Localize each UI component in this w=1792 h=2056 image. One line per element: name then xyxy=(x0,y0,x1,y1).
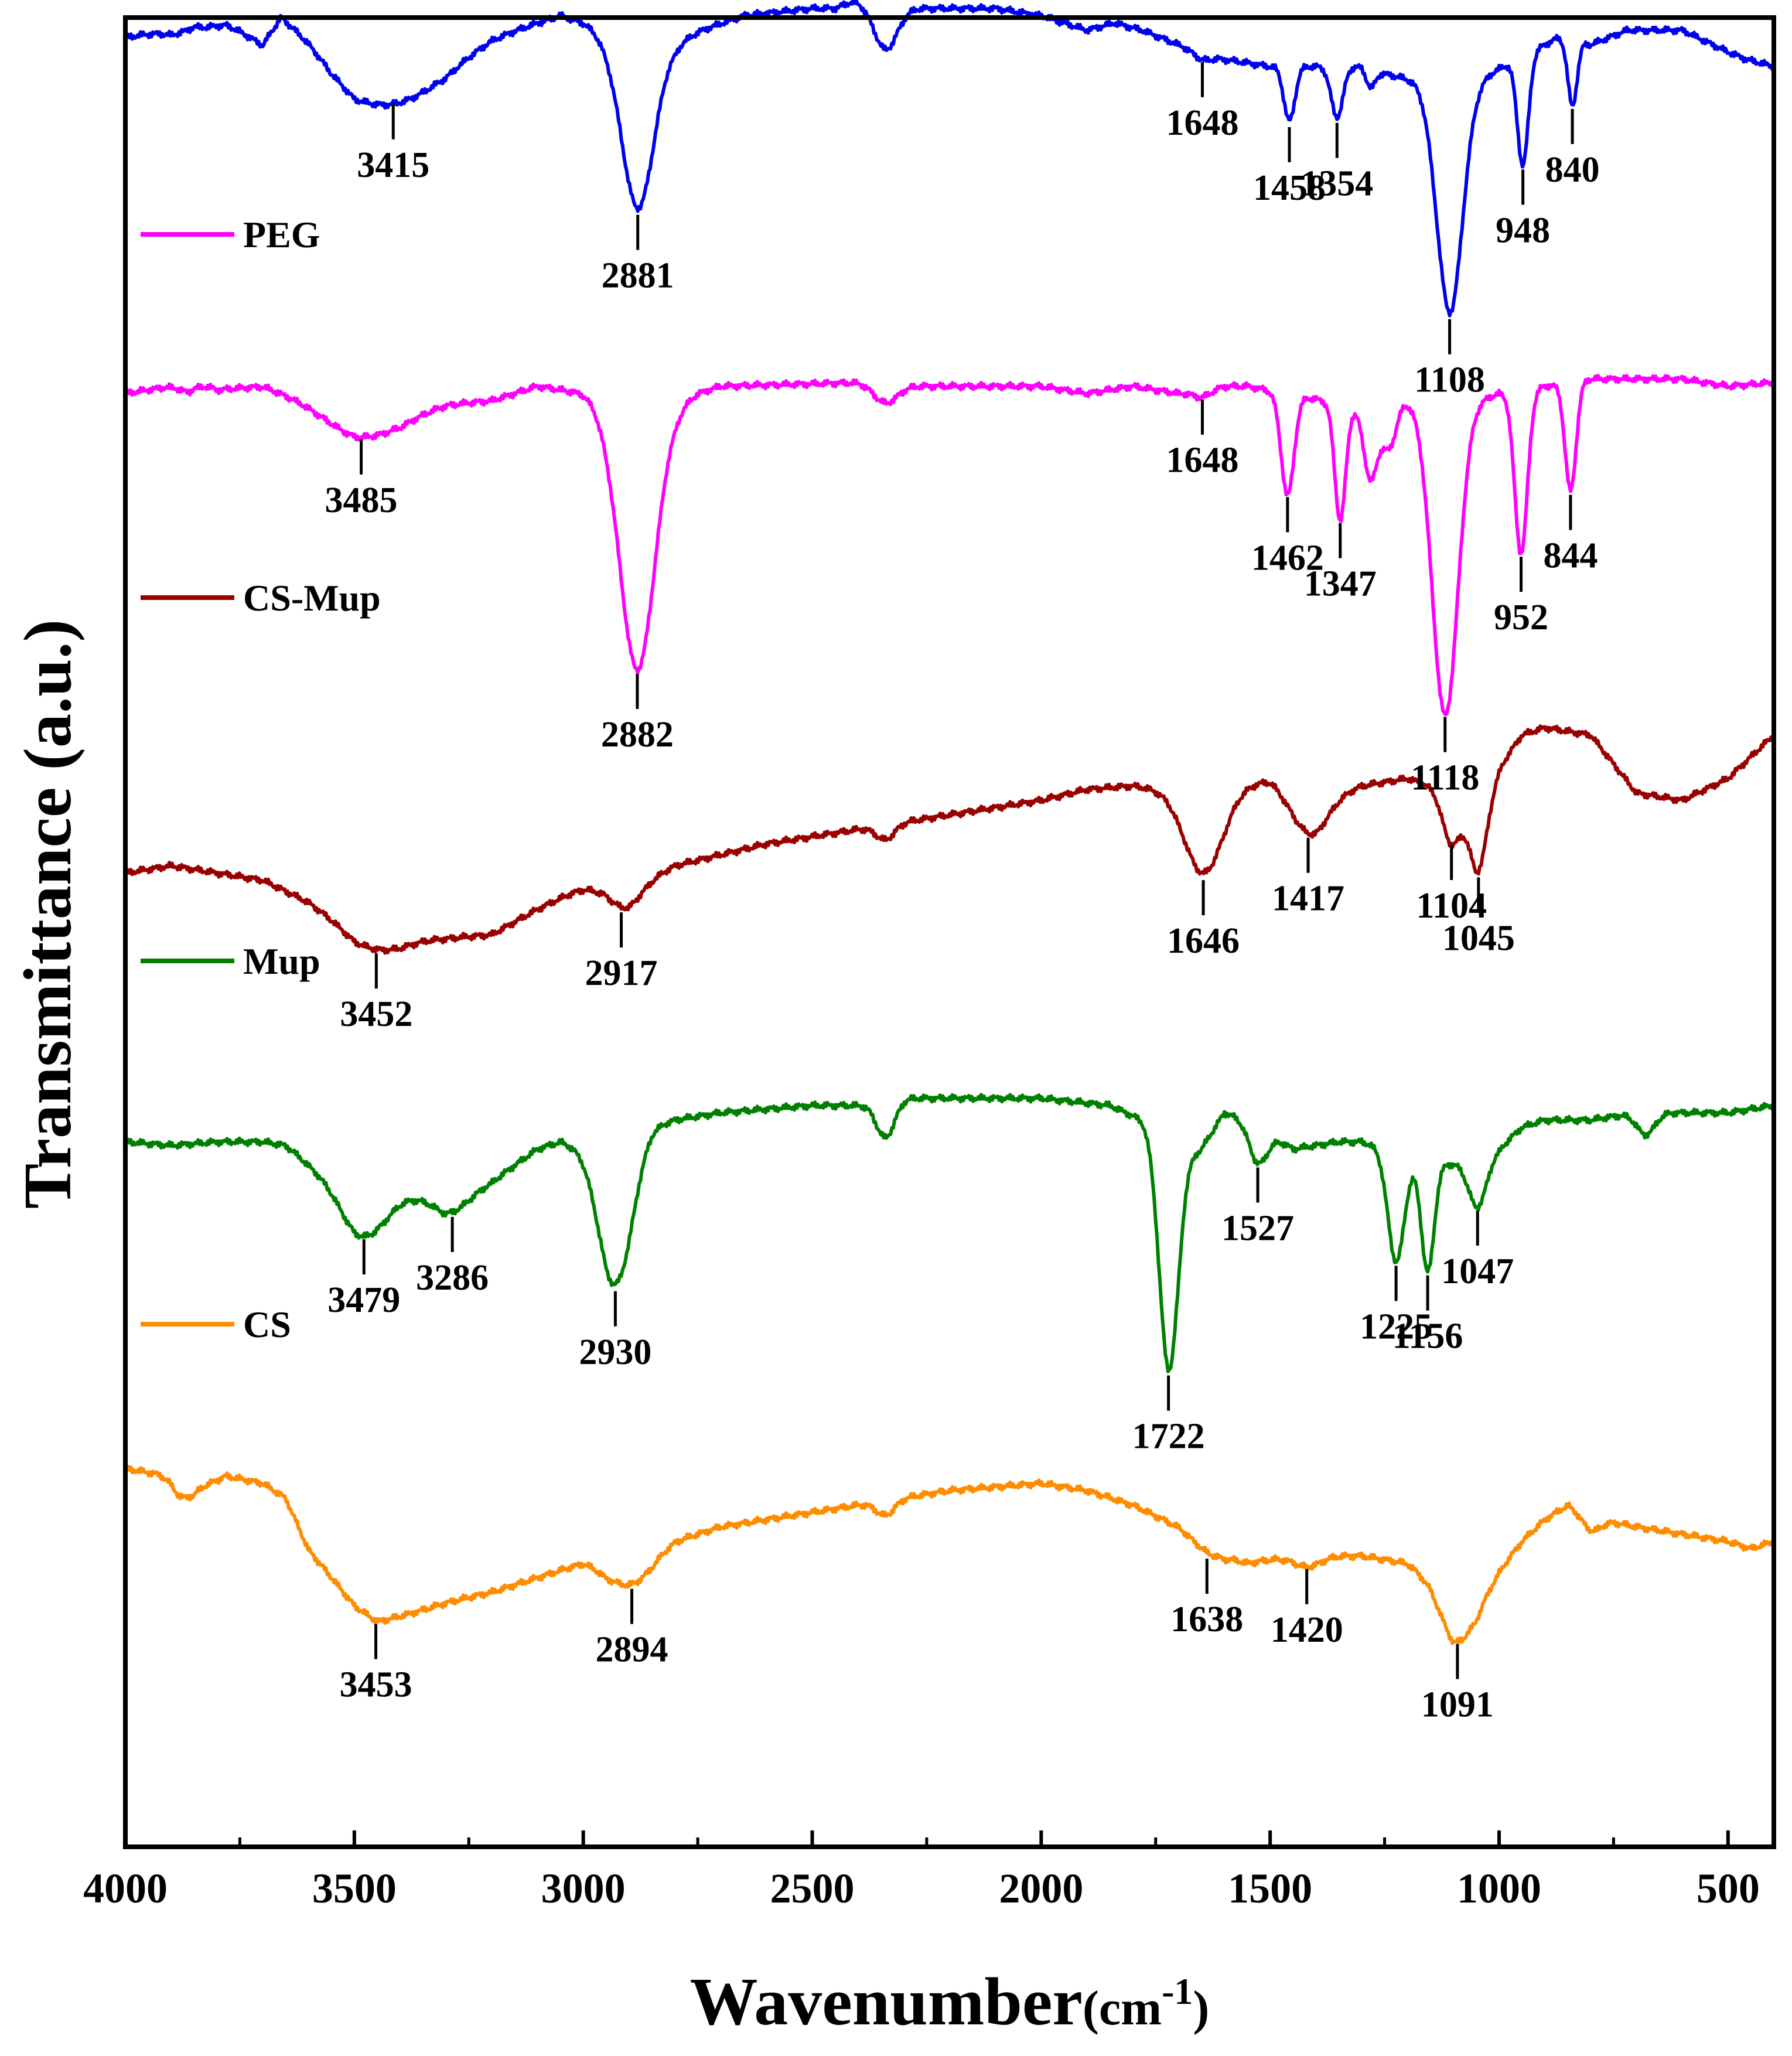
peak-label-cs-peg-mup-840: 840 xyxy=(1545,150,1600,190)
peak-label-mup-1047: 1047 xyxy=(1441,1252,1514,1291)
x-axis-title: Wavenumber(cm-1) xyxy=(690,1965,1210,2040)
peak-label-cs-1638: 1638 xyxy=(1170,1600,1243,1639)
axes xyxy=(123,15,1776,1849)
peak-label-peg-1648: 1648 xyxy=(1166,441,1238,480)
peak-label-mup-3479: 3479 xyxy=(327,1280,400,1320)
peak-label-cs-2894: 2894 xyxy=(596,1630,668,1670)
peak-label-peg-3485: 3485 xyxy=(325,480,398,520)
y-axis-title: Transmittance (a.u.) xyxy=(11,619,86,1209)
spectrum-line-cs xyxy=(124,1464,1776,1645)
peak-label-peg-844: 844 xyxy=(1543,536,1598,575)
peak-label-peg-1118: 1118 xyxy=(1411,758,1479,798)
x-tick-label-500: 500 xyxy=(1697,1865,1760,1912)
x-axis-unit-suffix: ) xyxy=(1193,1981,1209,2035)
peak-label-cs-mup-3452: 3452 xyxy=(340,994,412,1034)
peak-label-peg-952: 952 xyxy=(1494,598,1548,637)
peak-label-cs-peg-mup-1108: 1108 xyxy=(1414,360,1485,400)
peak-label-peg-1462: 1462 xyxy=(1251,538,1324,578)
peak-label-cs-peg-mup-1648: 1648 xyxy=(1166,103,1238,143)
spectrum-line-cs-peg-mup xyxy=(124,0,1776,318)
x-tick-label-3000: 3000 xyxy=(541,1865,626,1912)
peak-label-mup-1225: 1225 xyxy=(1360,1307,1432,1346)
peak-label-mup-1156: 1156 xyxy=(1392,1317,1463,1356)
x-axis-unit-prefix: (cm xyxy=(1083,1981,1162,2035)
spectrum-line-peg xyxy=(124,373,1776,717)
peak-label-mup-3286: 3286 xyxy=(416,1258,489,1298)
x-tick-label-3500: 3500 xyxy=(312,1865,397,1912)
plot-frame xyxy=(123,15,1776,1849)
peak-label-cs-peg-mup-1354: 1354 xyxy=(1301,164,1373,204)
legend-label-peg: PEG xyxy=(243,214,320,255)
peak-label-cs-peg-mup-948: 948 xyxy=(1496,210,1550,250)
peak-label-cs-3453: 3453 xyxy=(340,1665,412,1705)
peak-label-peg-2882: 2882 xyxy=(601,715,674,755)
peak-label-cs-1420: 1420 xyxy=(1271,1610,1343,1650)
peak-label-cs-peg-mup-3415: 3415 xyxy=(357,145,429,185)
peak-label-mup-1527: 1527 xyxy=(1221,1208,1294,1248)
x-tick-label-4000: 4000 xyxy=(83,1865,168,1912)
peak-label-mup-1722: 1722 xyxy=(1132,1417,1205,1457)
x-tick-label-1500: 1500 xyxy=(1228,1865,1312,1912)
x-tick-label-2000: 2000 xyxy=(999,1865,1083,1912)
spectrum-line-mup xyxy=(124,1093,1776,1373)
peak-label-cs-mup-2917: 2917 xyxy=(585,953,658,993)
peak-label-cs-peg-mup-2881: 2881 xyxy=(602,255,674,295)
peak-label-cs-mup-1417: 1417 xyxy=(1272,879,1344,919)
peak-label-cs-1091: 1091 xyxy=(1421,1685,1494,1725)
spectra-traces xyxy=(124,0,1776,1645)
x-tick-label-1000: 1000 xyxy=(1457,1865,1541,1912)
peak-label-cs-mup-1104: 1104 xyxy=(1416,886,1487,926)
peak-label-mup-2930: 2930 xyxy=(579,1332,651,1372)
x-axis-title-main: Wavenumber xyxy=(690,1965,1083,2040)
legend-label-mup: Mup xyxy=(243,940,320,982)
x-tick-label-2500: 2500 xyxy=(770,1865,855,1912)
peak-label-cs-peg-mup-1458: 1458 xyxy=(1253,168,1326,208)
peak-label-peg-1347: 1347 xyxy=(1304,564,1377,604)
x-axis-unit-exponent: -1 xyxy=(1162,1970,1193,2012)
legend-label-cs-mup: CS-Mup xyxy=(243,577,381,619)
x-axis-ticks: 4000 3500 3000 2500 2000 1500 1000 500 xyxy=(83,1830,1760,1912)
peak-label-cs-mup-1045: 1045 xyxy=(1442,918,1515,958)
legend-label-cs: CS xyxy=(243,1304,291,1345)
spectrum-line-cs-mup xyxy=(124,724,1776,955)
peak-label-cs-mup-1646: 1646 xyxy=(1167,921,1240,961)
